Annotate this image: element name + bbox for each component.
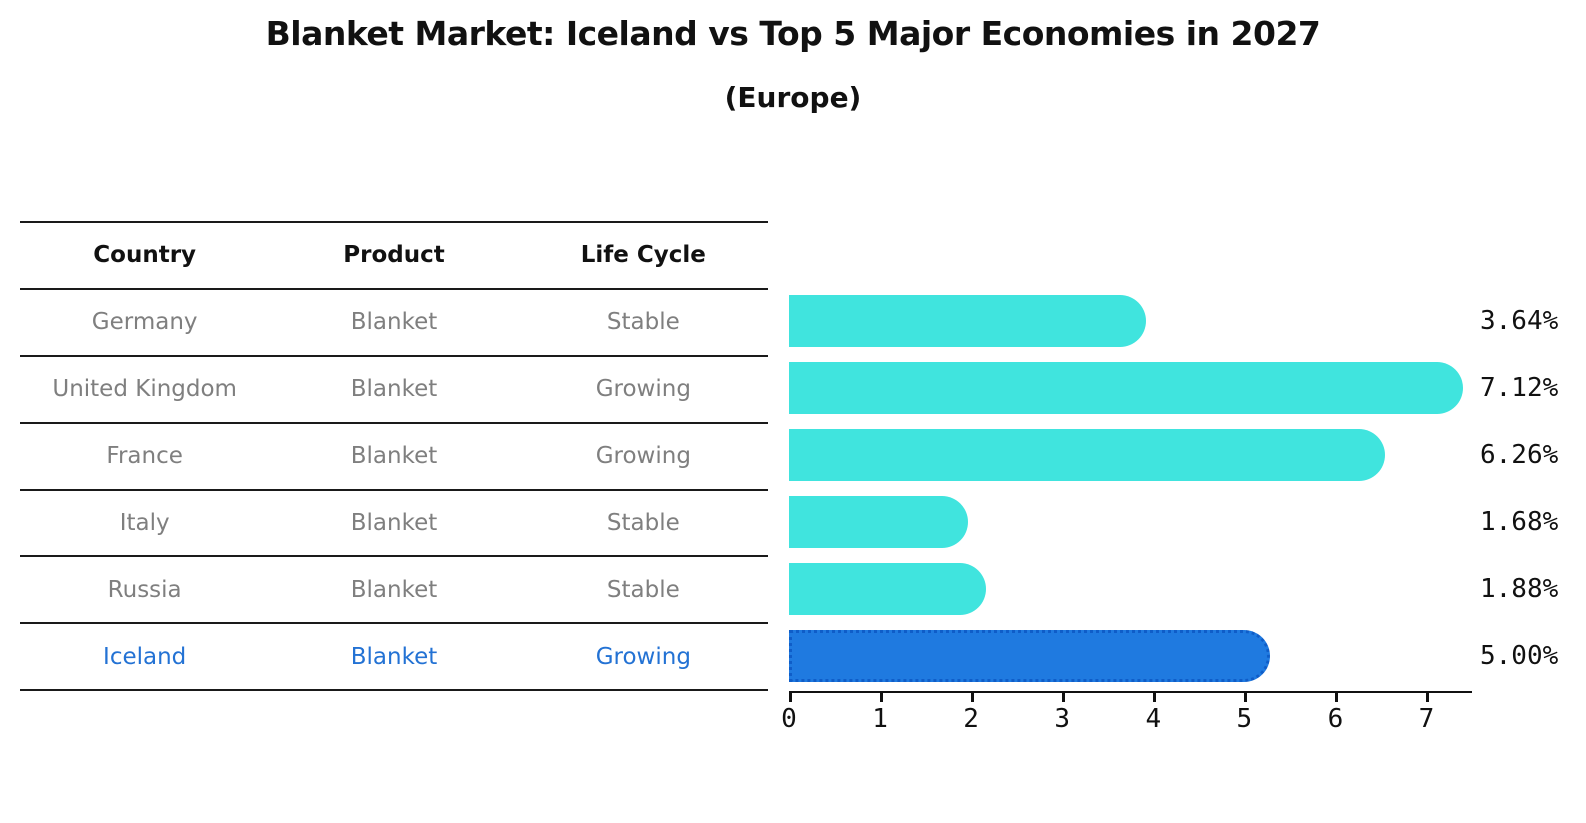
bar-value-label: 5.00%: [1480, 640, 1559, 671]
bar-value-label: 7.12%: [1480, 373, 1559, 404]
bar-russia: [789, 562, 987, 615]
x-axis-tick-label: 3: [1054, 704, 1071, 734]
bar-united-kingdom: [789, 362, 1464, 415]
cell-country: France: [106, 443, 183, 470]
table-row: United Kingdom Blanket Growing: [20, 357, 768, 424]
cell-life-cycle: Growing: [595, 376, 691, 403]
x-axis-tick: [1426, 693, 1429, 702]
cell-country: United Kingdom: [52, 376, 237, 403]
column-header-country: Country: [93, 242, 197, 269]
chart-title: Blanket Market: Iceland vs Top 5 Major E…: [265, 14, 1321, 53]
x-axis-tick: [1062, 693, 1065, 702]
chart-subtitle: (Europe): [724, 81, 862, 114]
cell-life-cycle: Stable: [606, 576, 680, 603]
cell-country: Iceland: [103, 643, 187, 670]
bar-value-label: 3.64%: [1480, 306, 1559, 337]
x-axis-tick-label: 1: [872, 704, 888, 734]
table-row: France Blanket Growing: [20, 424, 768, 491]
cell-life-cycle: Stable: [606, 309, 680, 336]
x-axis-tick-label: 5: [1236, 704, 1253, 734]
table-row: Iceland Blanket Growing: [20, 624, 768, 692]
cell-country: Italy: [119, 510, 170, 536]
cell-product: Blanket: [350, 443, 438, 470]
table-row: Italy Blanket Stable: [20, 491, 768, 558]
x-axis-tick: [1153, 693, 1156, 702]
x-axis-tick: [880, 693, 883, 702]
column-header-life-cycle: Life Cycle: [580, 242, 706, 269]
x-axis-tick: [1335, 693, 1338, 702]
bar-france: [789, 429, 1386, 482]
x-axis-tick-label: 6: [1327, 704, 1344, 734]
cell-life-cycle: Growing: [595, 443, 691, 470]
table-row: Germany Blanket Stable: [20, 290, 768, 357]
cell-country: Russia: [107, 576, 182, 603]
country-table: Country Product Life Cycle Germany Blanket St…: [20, 221, 768, 692]
bar-value-label: 1.88%: [1480, 573, 1559, 604]
x-axis-tick: [789, 693, 792, 702]
x-axis-tick-label: 7: [1418, 704, 1435, 734]
x-axis-tick-label: 0: [781, 704, 797, 734]
x-axis-line: [789, 690, 1472, 693]
cell-life-cycle: Growing: [595, 643, 691, 670]
bar-italy: [789, 496, 968, 549]
bar-plot: 0 1 2 3 4 5 6 7: [781, 221, 1472, 734]
x-axis-tick-label: 2: [963, 704, 979, 734]
cell-product: Blanket: [350, 376, 438, 403]
x-axis-tick: [971, 693, 974, 702]
bar-highlight-iceland: [789, 629, 1271, 682]
table-row: Russia Blanket Stable: [20, 557, 768, 625]
cell-country: Germany: [91, 309, 198, 336]
column-header-product: Product: [343, 242, 445, 269]
cell-life-cycle: Stable: [606, 510, 680, 536]
x-axis-tick-label: 4: [1145, 704, 1162, 734]
cell-product: Blanket: [350, 510, 438, 536]
cell-product: Blanket: [350, 309, 438, 336]
bar-germany: [789, 295, 1147, 348]
bar-value-label: 1.68%: [1480, 507, 1559, 538]
x-axis-tick: [1244, 693, 1247, 702]
cell-product: Blanket: [350, 576, 438, 603]
cell-product: Blanket: [350, 643, 438, 670]
table-header-row: Country Product Life Cycle: [20, 223, 768, 290]
bar-value-label: 6.26%: [1480, 440, 1559, 471]
